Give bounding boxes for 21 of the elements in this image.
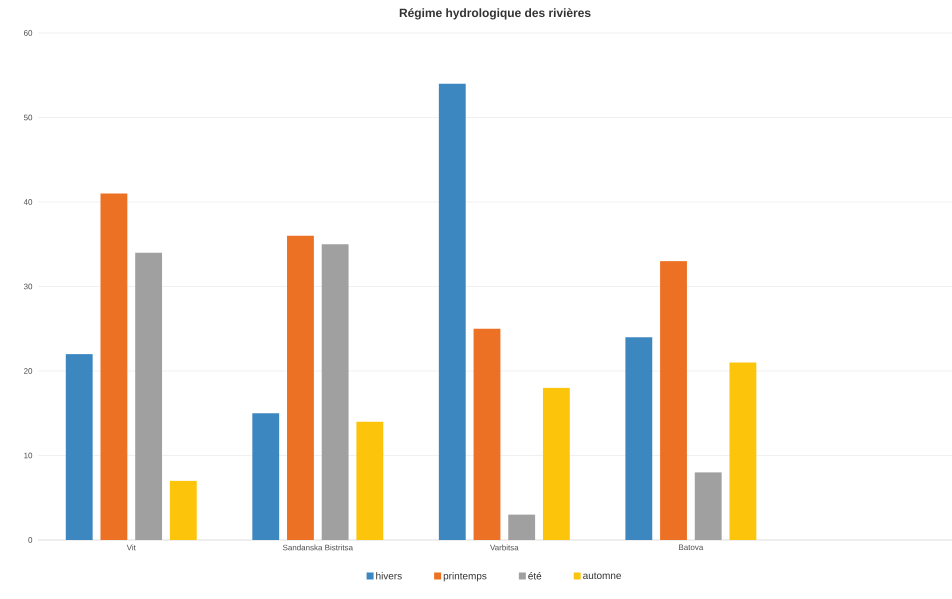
- bar: [660, 261, 687, 540]
- legend-label: printemps: [444, 572, 486, 582]
- bar: [100, 194, 128, 540]
- bar: [322, 244, 349, 540]
- bar: [287, 236, 314, 540]
- bar: [135, 252, 162, 540]
- bar: [170, 480, 197, 540]
- bar: [252, 413, 280, 540]
- bar: [729, 362, 756, 540]
- legend-label: automne: [583, 572, 621, 580]
- bar: [508, 514, 536, 540]
- chart-title: Régime hydrologique des rivières: [400, 8, 591, 20]
- bar: [438, 84, 466, 540]
- bar: [542, 388, 570, 540]
- bar: [625, 337, 652, 540]
- bar: [694, 472, 722, 540]
- legend-label: été: [528, 572, 542, 580]
- legend-label: hivers: [376, 572, 402, 580]
- bar: [66, 354, 93, 540]
- bar: [356, 422, 384, 540]
- bar: [474, 328, 500, 540]
